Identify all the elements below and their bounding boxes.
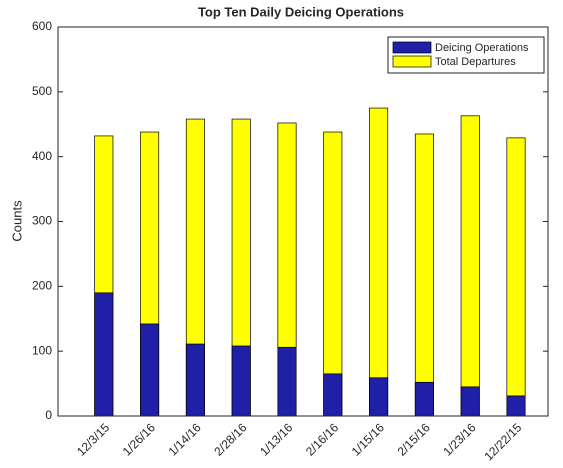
bar (369, 377, 389, 417)
y-tick-label: 500 (32, 84, 52, 98)
legend-label: Total Departures (435, 56, 516, 68)
bar (140, 323, 160, 417)
bar (94, 292, 114, 417)
bar (506, 137, 526, 417)
bar (460, 386, 480, 417)
bar (277, 346, 297, 417)
legend-label: Deicing Operations (435, 42, 529, 54)
bar (414, 133, 434, 417)
bar (231, 345, 251, 417)
bar (460, 115, 480, 417)
bar (506, 395, 526, 417)
y-tick-label: 200 (32, 279, 52, 293)
y-axis-label: Counts (9, 200, 24, 242)
y-tick-label: 0 (45, 408, 52, 422)
bar (369, 107, 389, 417)
axes-box (57, 26, 549, 417)
legend-swatch (392, 41, 432, 54)
y-tick-label: 100 (32, 343, 52, 357)
bar (414, 381, 434, 417)
chart-title: Top Ten Daily Deicing Operations (198, 4, 404, 19)
legend-swatch (392, 55, 432, 68)
bar (185, 343, 205, 417)
bar (323, 131, 343, 417)
y-tick-label: 600 (32, 19, 52, 33)
y-tick-label: 300 (32, 214, 52, 228)
bar (323, 373, 343, 417)
y-tick-label: 400 (32, 149, 52, 163)
